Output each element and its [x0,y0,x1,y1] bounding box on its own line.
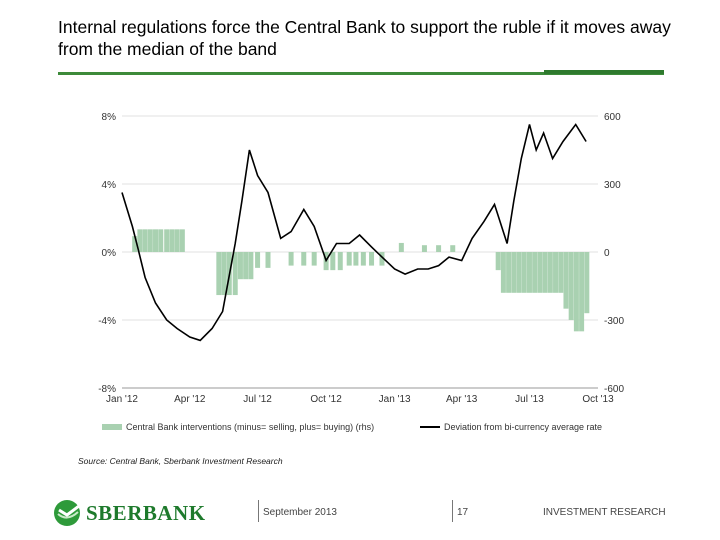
intervention-bar [511,252,517,293]
intervention-bar [137,229,143,252]
intervention-bar [237,252,243,280]
slide-title: Internal regulations force the Central B… [58,17,671,59]
legend-label-deviation: Deviation from bi-currency average rate [444,422,602,432]
logo-text: SBERBANK [86,501,206,525]
intervention-bar [553,252,559,293]
legend-bar-swatch [102,424,122,430]
x-tick-label: Jan '12 [106,394,138,405]
source-note: Source: Central Bank, Sberbank Investmen… [78,456,283,466]
intervention-bar [248,252,254,280]
intervention-bar [169,229,175,252]
intervention-bar [500,252,506,293]
intervention-bar [521,252,527,293]
title-underline [58,70,664,75]
x-tick-label: Apr '13 [446,394,478,405]
intervention-bar [301,252,307,266]
intervention-bar [330,252,336,271]
footer-date: September 2013 [263,507,337,518]
left-tick-label: -4% [98,316,116,327]
left-tick-label: 8% [102,112,117,123]
footer-page-number: 17 [457,507,469,518]
intervention-bar [516,252,522,293]
x-tick-label: Oct '13 [582,394,614,405]
intervention-bar [568,252,574,320]
chart-legend: Central Bank interventions (minus= selli… [102,422,602,432]
intervention-bar [379,252,385,266]
footer-divider [258,500,259,522]
intervention-bars [132,229,590,332]
intervention-bar [311,252,317,266]
intervention-bar [265,252,271,268]
x-tick-label: Oct '12 [310,394,342,405]
intervention-bar [360,252,366,266]
intervention-bar [421,245,427,252]
intervention-bar [369,252,375,266]
intervention-bar [221,252,227,296]
intervention-bar [526,252,532,293]
sberbank-logo-icon [54,500,80,526]
chart: 8% 4% 0% -4% -8% 600 300 0 -300 -600 Jan '12 Apr … [98,112,624,432]
intervention-bar [398,242,404,252]
left-axis-ticks: 8% 4% 0% -4% -8% [98,112,116,395]
x-tick-label: Jul '13 [515,394,544,405]
intervention-bar [346,252,352,266]
right-tick-label: 600 [604,112,621,123]
right-tick-label: 300 [604,180,621,191]
intervention-bar [495,252,501,271]
footer-department: INVESTMENT RESEARCH [543,507,666,518]
x-axis-ticks: Jan '12 Apr '12 Jul '12 Oct '12 Jan '13 Apr '… [106,394,614,405]
right-tick-label: -300 [604,316,624,327]
intervention-bar [450,245,456,252]
legend-label-interventions: Central Bank interventions (minus= selli… [126,422,374,432]
intervention-bar [353,252,359,266]
intervention-bar [216,252,222,296]
intervention-bar [579,252,585,332]
right-tick-label: 0 [604,248,610,259]
left-tick-label: 4% [102,180,117,191]
intervention-bar [147,229,153,252]
right-axis-ticks: 600 300 0 -300 -600 [604,112,624,395]
intervention-bar [153,229,159,252]
intervention-bar [132,236,138,252]
chart-grid [122,115,598,389]
intervention-bar [542,252,548,293]
intervention-bar [158,229,164,252]
intervention-bar [573,252,579,332]
intervention-bar [288,252,294,266]
intervention-bar [164,229,170,252]
x-tick-label: Jan '13 [379,394,411,405]
right-tick-label: -600 [604,384,624,395]
intervention-bar [506,252,512,293]
intervention-bar [563,252,569,309]
intervention-bar [337,252,343,271]
intervention-bar [243,252,249,280]
deviation-line [121,123,587,342]
left-tick-label: 0% [102,248,117,259]
intervention-bar [537,252,543,293]
intervention-bar [584,252,590,314]
intervention-bar [174,229,180,252]
intervention-bar [436,245,442,252]
intervention-bar [179,229,185,252]
footer-divider [452,500,453,522]
x-tick-label: Jul '12 [243,394,272,405]
intervention-bar [558,252,564,293]
x-tick-label: Apr '12 [174,394,206,405]
intervention-bar [142,229,148,252]
intervention-bar [255,252,261,268]
intervention-bar [547,252,553,293]
left-tick-label: -8% [98,384,116,395]
intervention-bar [532,252,538,293]
intervention-bar [232,252,238,296]
